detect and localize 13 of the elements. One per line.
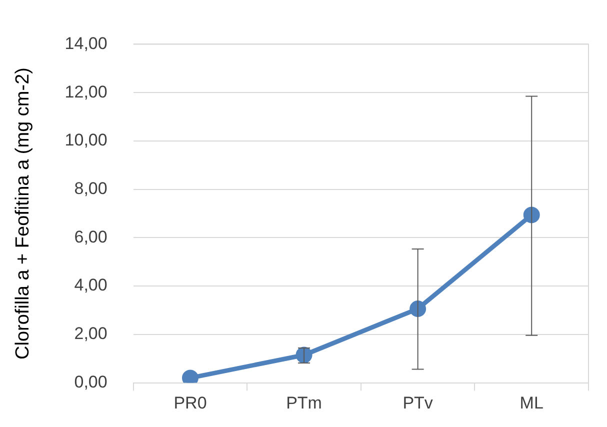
y-tick-label: 12,00: [64, 82, 108, 102]
y-tick-label: 2,00: [74, 324, 108, 344]
x-tick-label: ML: [520, 394, 544, 413]
x-tick-label: PTm: [286, 394, 322, 413]
y-tick-label: 14,00: [64, 34, 108, 53]
x-tick-label: PR0: [174, 394, 207, 413]
y-tick-label: 6,00: [74, 227, 108, 246]
y-tick-label: 0,00: [74, 372, 108, 392]
x-tick-label: PTv: [402, 394, 434, 413]
y-tick-label: 4,00: [74, 276, 108, 295]
y-axis-title: Clorofilla a + Feofitina a (mg cm-2): [12, 68, 34, 360]
y-tick-label: 8,00: [74, 179, 108, 198]
y-tick-label: 10,00: [64, 130, 108, 150]
